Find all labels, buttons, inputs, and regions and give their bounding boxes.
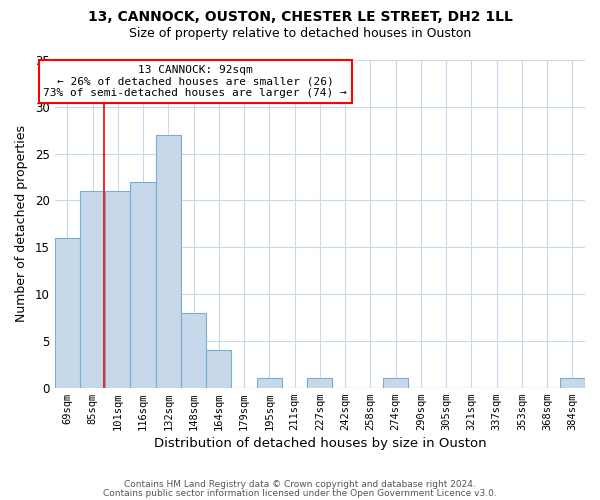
Bar <box>307 378 332 388</box>
Bar <box>560 378 585 388</box>
X-axis label: Distribution of detached houses by size in Ouston: Distribution of detached houses by size … <box>154 437 486 450</box>
Text: Size of property relative to detached houses in Ouston: Size of property relative to detached ho… <box>129 28 471 40</box>
Y-axis label: Number of detached properties: Number of detached properties <box>15 126 28 322</box>
Bar <box>105 191 130 388</box>
Bar <box>206 350 232 388</box>
Bar <box>383 378 408 388</box>
Bar <box>55 238 80 388</box>
Text: Contains HM Land Registry data © Crown copyright and database right 2024.: Contains HM Land Registry data © Crown c… <box>124 480 476 489</box>
Bar <box>181 313 206 388</box>
Text: Contains public sector information licensed under the Open Government Licence v3: Contains public sector information licen… <box>103 488 497 498</box>
Bar <box>257 378 282 388</box>
Text: 13, CANNOCK, OUSTON, CHESTER LE STREET, DH2 1LL: 13, CANNOCK, OUSTON, CHESTER LE STREET, … <box>88 10 512 24</box>
Text: 13 CANNOCK: 92sqm
← 26% of detached houses are smaller (26)
73% of semi-detached: 13 CANNOCK: 92sqm ← 26% of detached hous… <box>43 65 347 98</box>
Bar <box>155 135 181 388</box>
Bar <box>80 191 105 388</box>
Bar <box>130 182 155 388</box>
